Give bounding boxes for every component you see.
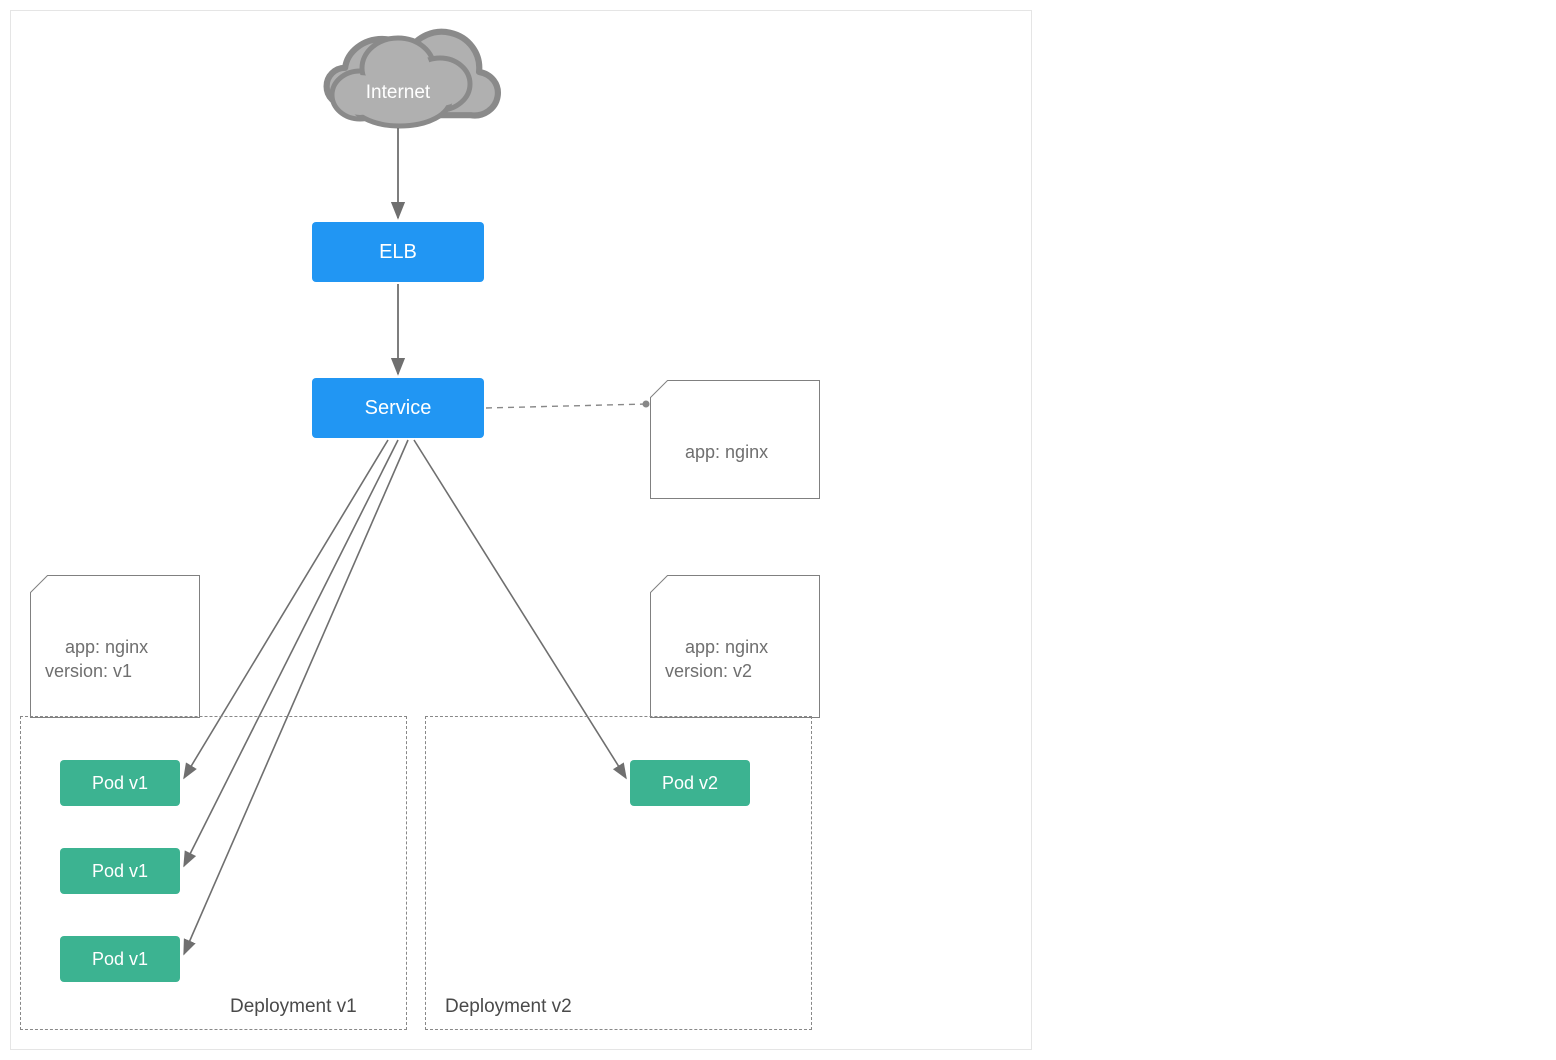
pod-v1-c: Pod v1 (60, 936, 180, 982)
note-v2-text: app: nginx version: v2 (665, 637, 768, 681)
pod-v1-a-label: Pod v1 (92, 773, 148, 794)
note-v1-text: app: nginx version: v1 (45, 637, 148, 681)
elb-label: ELB (379, 241, 417, 264)
note-service: app: nginx (650, 380, 820, 499)
deployment-v2 (425, 716, 812, 1030)
deployment-v2-label: Deployment v2 (445, 996, 572, 1018)
diagram-canvas: Internet ELB Service app: nginx app: ng (0, 0, 1556, 1060)
note-v2: app: nginx version: v2 (650, 575, 820, 718)
note-v1: app: nginx version: v1 (30, 575, 200, 718)
elb-box: ELB (312, 222, 484, 282)
pod-v1-b-label: Pod v1 (92, 861, 148, 882)
pod-v2-a: Pod v2 (630, 760, 750, 806)
pod-v1-a: Pod v1 (60, 760, 180, 806)
pod-v1-b: Pod v1 (60, 848, 180, 894)
note-service-text: app: nginx (685, 442, 768, 462)
service-label: Service (365, 397, 432, 420)
pod-v2-a-label: Pod v2 (662, 773, 718, 794)
deployment-v1-label: Deployment v1 (230, 996, 357, 1018)
service-box: Service (312, 378, 484, 438)
pod-v1-c-label: Pod v1 (92, 949, 148, 970)
